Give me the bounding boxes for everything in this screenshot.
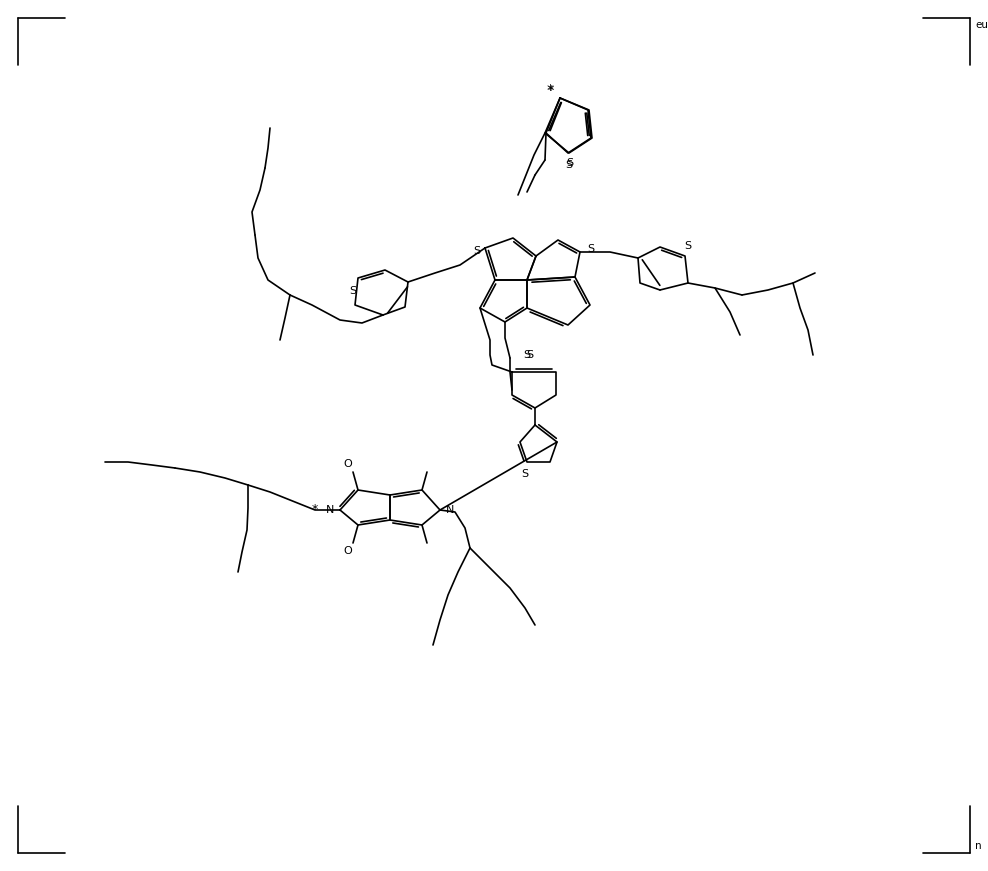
Text: S: S <box>522 469 529 479</box>
Text: *: * <box>548 84 554 98</box>
Text: S: S <box>524 350 531 360</box>
Text: O: O <box>344 459 353 469</box>
Text: S: S <box>473 246 480 256</box>
Text: eu: eu <box>975 20 988 30</box>
Text: S: S <box>566 158 574 168</box>
Text: S: S <box>588 244 595 254</box>
Text: n: n <box>975 841 982 851</box>
Text: O: O <box>344 546 353 556</box>
Text: N: N <box>326 505 334 515</box>
Text: S: S <box>565 160 573 170</box>
Text: S: S <box>350 286 357 296</box>
Text: *: * <box>546 83 553 97</box>
Text: S: S <box>685 241 692 251</box>
Text: S: S <box>527 350 534 360</box>
Text: *: * <box>312 503 318 517</box>
Text: N: N <box>446 505 454 515</box>
